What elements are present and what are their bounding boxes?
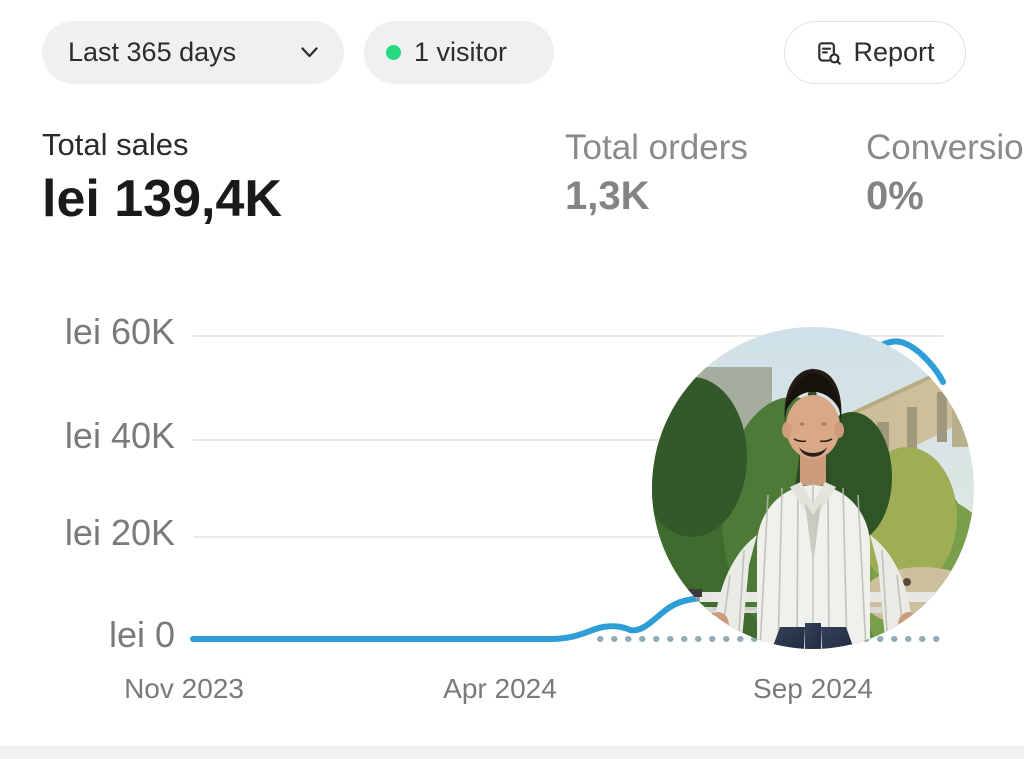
svg-text:lei 0: lei 0 [109,614,175,655]
svg-text:lei 60K: lei 60K [65,311,175,352]
svg-text:lei 20K: lei 20K [65,512,175,553]
svg-text:lei 40K: lei 40K [65,415,175,456]
svg-text:Nov 2023: Nov 2023 [124,673,244,704]
svg-text:Apr 2024: Apr 2024 [443,673,557,704]
svg-text:Sep 2024: Sep 2024 [753,673,873,704]
